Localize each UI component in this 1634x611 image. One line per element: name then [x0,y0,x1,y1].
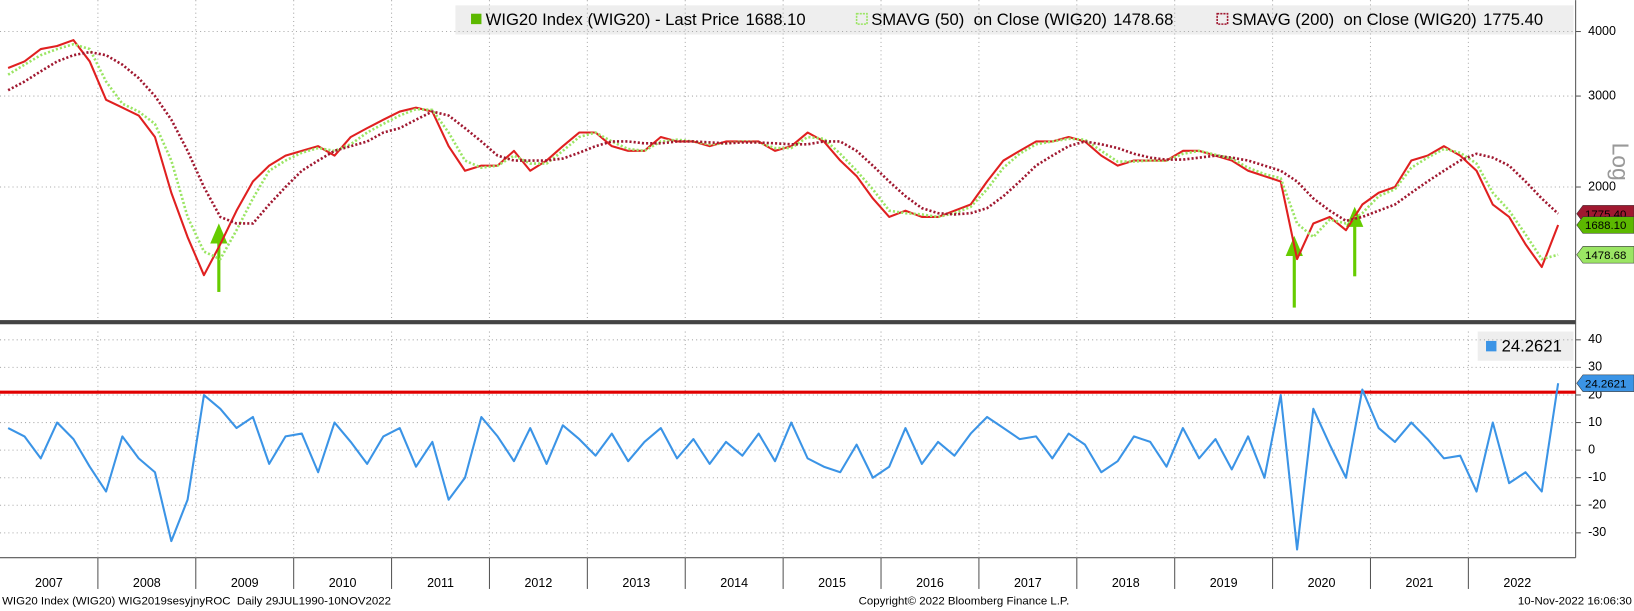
footer-left: WIG20 Index (WIG20) WIG2019sesyjnyROC Da… [2,595,391,607]
x-tick-label: 2013 [622,576,650,590]
top-legend-box [455,5,1574,35]
y-tick-label: 0 [1588,442,1595,456]
y-tick-label: -30 [1588,525,1606,539]
value-tag-label: 24.2621 [1585,378,1626,390]
y-tick-label: 3000 [1588,88,1616,102]
legend-swatch [1216,12,1229,25]
legend-swatch [471,13,482,25]
series-line [7,42,1559,261]
legend-swatch [1486,340,1497,352]
series-line [7,50,1560,225]
arrow-head [210,223,228,244]
x-tick-label: 2016 [916,576,944,590]
legend-name: WIG20 Index (WIG20) - Last Price [486,10,740,29]
x-tick-label: 2017 [1014,576,1042,590]
value-tag [1576,374,1634,392]
legend-name: SMAVG (50) on Close (WIG20) [871,10,1107,29]
x-tick-label: 2022 [1503,576,1531,590]
legend-value: 1775.40 [1483,10,1543,29]
y-tick-label: 2000 [1588,179,1616,193]
footer-right: 10-Nov-2022 16:06:30 [1518,595,1632,607]
y-tick-label: 30 [1588,360,1602,374]
value-tag [1576,216,1634,234]
x-tick-label: 2007 [35,576,63,590]
y-tick-label: -20 [1588,498,1606,512]
log-label: Log [1607,143,1633,181]
x-tick-label: 2018 [1112,576,1140,590]
x-tick-label: 2009 [231,576,259,590]
x-tick-label: 2012 [524,576,552,590]
legend-swatch [855,12,868,25]
legend-entry: WIG20 Index (WIG20) - Last Price 1688.10 [486,10,806,29]
annotation-arrows [210,206,1364,308]
x-tick-label: 2020 [1308,576,1336,590]
y-tick-label: 4000 [1588,24,1616,38]
footer-center: Copyright© 2022 Bloomberg Finance L.P. [859,595,1070,607]
legend-entry: SMAVG (200) on Close (WIG20) 1775.40 [1232,10,1543,29]
x-tick-label: 2014 [720,576,748,590]
x-tick-label: 2010 [329,576,357,590]
legend-value: 1688.10 [745,10,805,29]
y-tick-label: 10 [1588,415,1602,429]
value-tag [1576,246,1634,264]
legend-value: 24.2621 [1502,337,1562,356]
x-tick-label: 2008 [133,576,161,590]
legend-value: 1478.68 [1113,10,1173,29]
x-tick-label: 2019 [1210,576,1238,590]
value-tag-label: 1688.10 [1585,220,1626,232]
value-tag-label: 1478.68 [1585,250,1626,262]
panel-separator [0,320,1576,325]
y-tick-label: -10 [1588,470,1606,484]
y-tick-label: 40 [1588,332,1602,346]
legend-name: SMAVG (200) on Close (WIG20) [1232,10,1477,29]
series-line [7,383,1560,551]
legend-entry: SMAVG (50) on Close (WIG20) 1478.68 [871,10,1173,29]
x-tick-label: 2021 [1406,576,1434,590]
x-tick-label: 2011 [427,576,454,590]
x-tick-label: 2015 [818,576,846,590]
